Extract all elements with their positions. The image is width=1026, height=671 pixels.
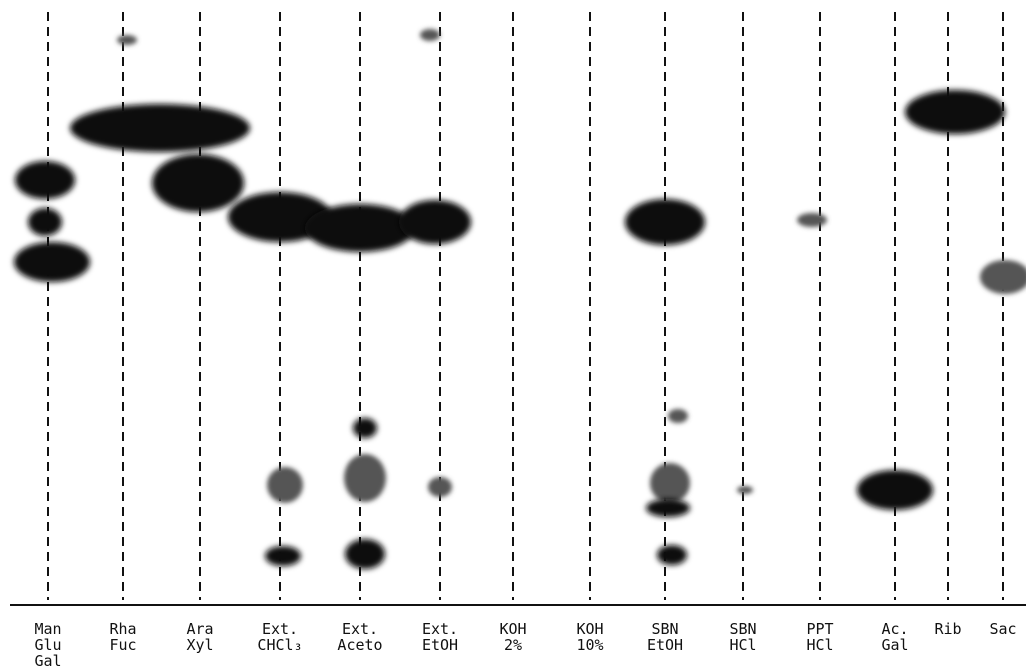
spot xyxy=(152,154,244,212)
lane-lines xyxy=(48,12,1003,600)
lane-label: Fuc xyxy=(109,636,136,654)
tlc-plate: ManGluGalRhaFucAraXylExt.CHCl₃Ext.AcetoE… xyxy=(0,0,1026,671)
spot xyxy=(737,486,753,494)
spots xyxy=(14,29,1026,569)
lane-label: Aceto xyxy=(337,636,382,654)
lane-labels: ManGluGalRhaFucAraXylExt.CHCl₃Ext.AcetoE… xyxy=(34,620,1016,670)
spot xyxy=(905,90,1005,134)
lane-label: EtOH xyxy=(422,636,458,654)
lane-label: EtOH xyxy=(647,636,683,654)
spot xyxy=(28,208,62,236)
spot xyxy=(646,499,690,517)
spot xyxy=(15,161,75,199)
spot xyxy=(625,199,705,245)
lane-label: Gal xyxy=(881,636,908,654)
lane-label: HCl xyxy=(806,636,833,654)
lane-label: HCl xyxy=(729,636,756,654)
lane-label: CHCl₃ xyxy=(257,636,302,654)
spot xyxy=(650,463,690,503)
spot xyxy=(857,470,933,510)
spot xyxy=(267,467,303,503)
spot xyxy=(420,29,440,41)
spot xyxy=(305,204,415,252)
lane-label: Xyl xyxy=(186,636,213,654)
lane-label: Sac xyxy=(989,620,1016,638)
spot xyxy=(265,546,301,566)
spot xyxy=(353,418,377,438)
spot xyxy=(657,545,687,565)
lane-label: 10% xyxy=(576,636,603,654)
spot xyxy=(668,409,688,423)
spot xyxy=(428,477,452,497)
lane-label: Gal xyxy=(34,652,61,670)
spot xyxy=(14,242,90,282)
spot xyxy=(399,200,471,244)
spot xyxy=(344,454,386,502)
spot xyxy=(117,35,137,45)
spot xyxy=(797,213,827,227)
lane-label: 2% xyxy=(504,636,522,654)
spot xyxy=(980,260,1026,294)
lane-label: Rib xyxy=(934,620,961,638)
spot xyxy=(70,104,250,152)
spot xyxy=(345,539,385,569)
